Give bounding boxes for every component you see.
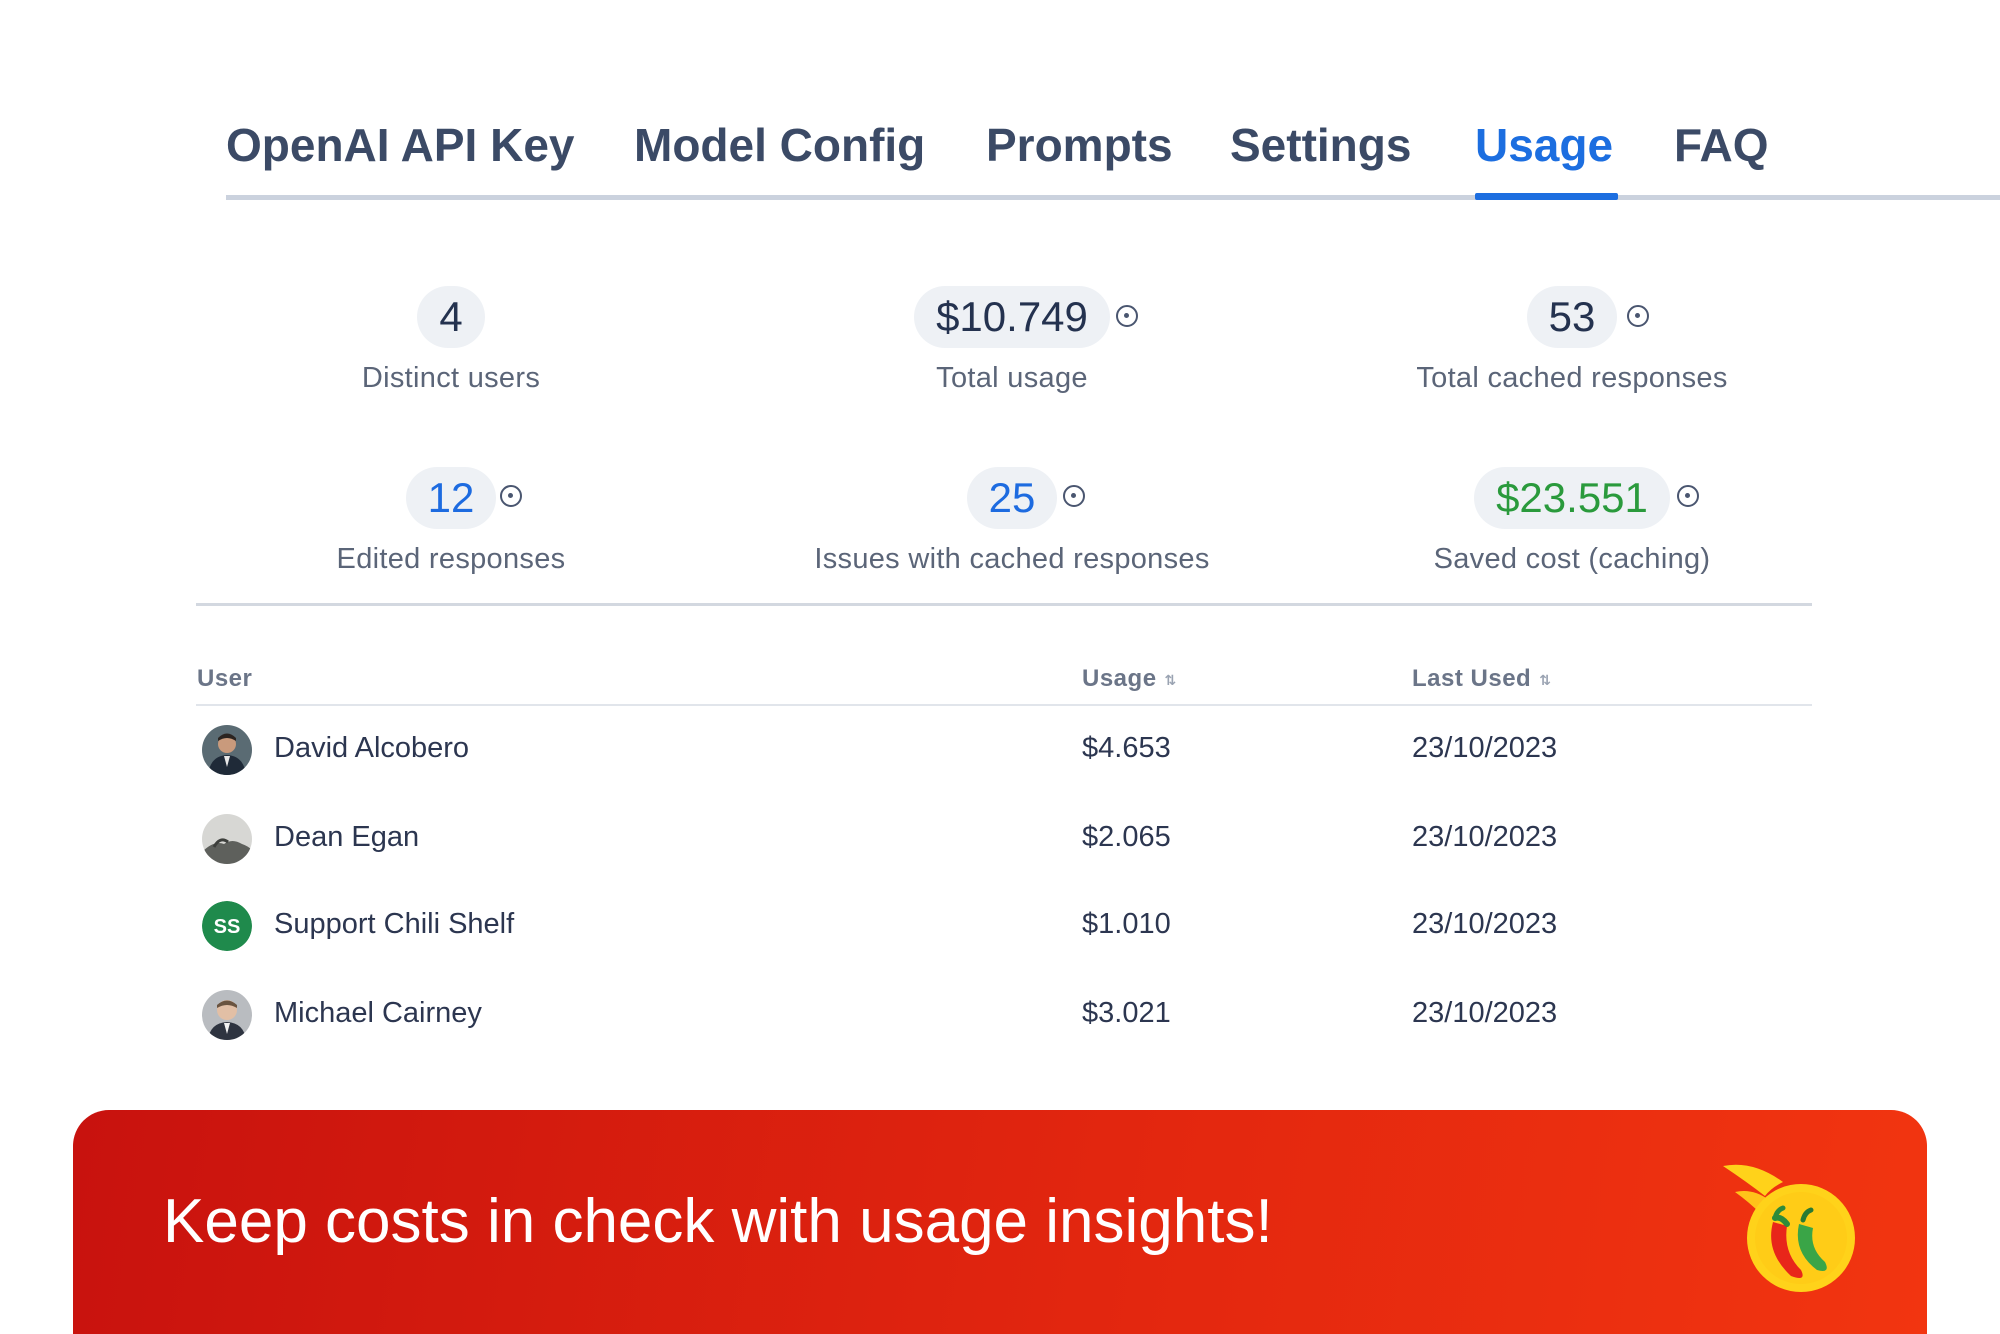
stat-value: $23.551 [1474,467,1670,529]
user-name: David Alcobero [274,732,470,764]
column-header-last-used[interactable]: Last Used ⇅ [1412,665,1551,693]
section-divider [196,603,1812,606]
stat-total-cached: 53 Total cached responses [1312,286,1832,395]
table-row: Dean Egan $2.065 23/10/2023 [196,803,1812,873]
last-used-date: 23/10/2023 [1412,908,1558,940]
tab-faq[interactable]: FAQ [1674,119,1769,171]
usage-value: $1.010 [1082,908,1171,940]
usage-value: $3.021 [1082,997,1171,1029]
stat-distinct-users: 4 Distinct users [191,286,711,395]
stat-value: 53 [1526,286,1618,348]
tab-openai-api-key[interactable]: OpenAI API Key [226,119,575,171]
avatar: SS [202,901,252,951]
last-used-date: 23/10/2023 [1412,997,1558,1029]
table-row: Michael Cairney $3.021 23/10/2023 [196,979,1812,1049]
table-row: David Alcobero $4.653 23/10/2023 [196,714,1812,784]
stat-label: Total usage [936,362,1088,394]
avatar [202,990,252,1040]
promo-banner: Keep costs in check with usage insights! [73,1110,1927,1334]
last-used-date: 23/10/2023 [1412,821,1558,853]
column-header-user: User [197,665,252,693]
avatar [202,725,252,775]
column-header-label: Last Used [1412,665,1532,692]
stat-label: Issues with cached responses [814,543,1210,575]
stat-issues-cached: 25 Issues with cached responses [752,467,1272,576]
user-name: Dean Egan [274,821,420,853]
tab-model-config[interactable]: Model Config [634,119,926,171]
stat-value: 12 [405,467,497,529]
usage-value: $2.065 [1082,821,1171,853]
tab-settings[interactable]: Settings [1230,119,1412,171]
stat-saved-cost: $23.551 Saved cost (caching) [1312,467,1832,576]
avatar-initials: SS [214,916,241,938]
column-header-usage[interactable]: Usage ⇅ [1082,665,1177,693]
sort-icon[interactable]: ⇅ [1164,671,1177,688]
info-circle-icon[interactable] [1677,485,1699,507]
stat-label: Distinct users [361,362,541,394]
sort-icon[interactable]: ⇅ [1539,671,1552,688]
info-circle-icon[interactable] [500,485,522,507]
avatar [202,814,252,864]
table-row: SS Support Chili Shelf $1.010 23/10/2023 [196,890,1812,960]
active-tab-indicator [1475,193,1618,200]
stat-value: 4 [417,286,485,348]
usage-value: $4.653 [1082,732,1171,764]
stat-value: 25 [966,467,1058,529]
stat-total-usage: $10.749 Total usage [752,286,1272,395]
tab-prompts[interactable]: Prompts [986,119,1173,171]
last-used-date: 23/10/2023 [1412,732,1558,764]
tab-usage[interactable]: Usage [1475,119,1614,171]
user-name: Michael Cairney [274,997,482,1029]
stat-value: $10.749 [914,286,1110,348]
info-circle-icon[interactable] [1627,305,1649,327]
column-header-label: Usage [1082,665,1157,692]
table-header-divider [196,704,1812,706]
banner-text: Keep costs in check with usage insights! [163,1187,1273,1256]
stat-label: Total cached responses [1416,362,1728,394]
chili-pepper-logo-icon [1713,1152,1863,1302]
tab-bar-divider [226,195,2000,200]
user-name: Support Chili Shelf [274,908,515,940]
info-circle-icon[interactable] [1063,485,1085,507]
info-circle-icon[interactable] [1116,305,1138,327]
stat-label: Saved cost (caching) [1433,543,1711,575]
tab-bar: OpenAI API Key Model Config Prompts Sett… [226,110,2000,200]
column-header-label: User [197,665,253,692]
stat-label: Edited responses [336,543,566,575]
stat-edited-responses: 12 Edited responses [191,467,711,576]
